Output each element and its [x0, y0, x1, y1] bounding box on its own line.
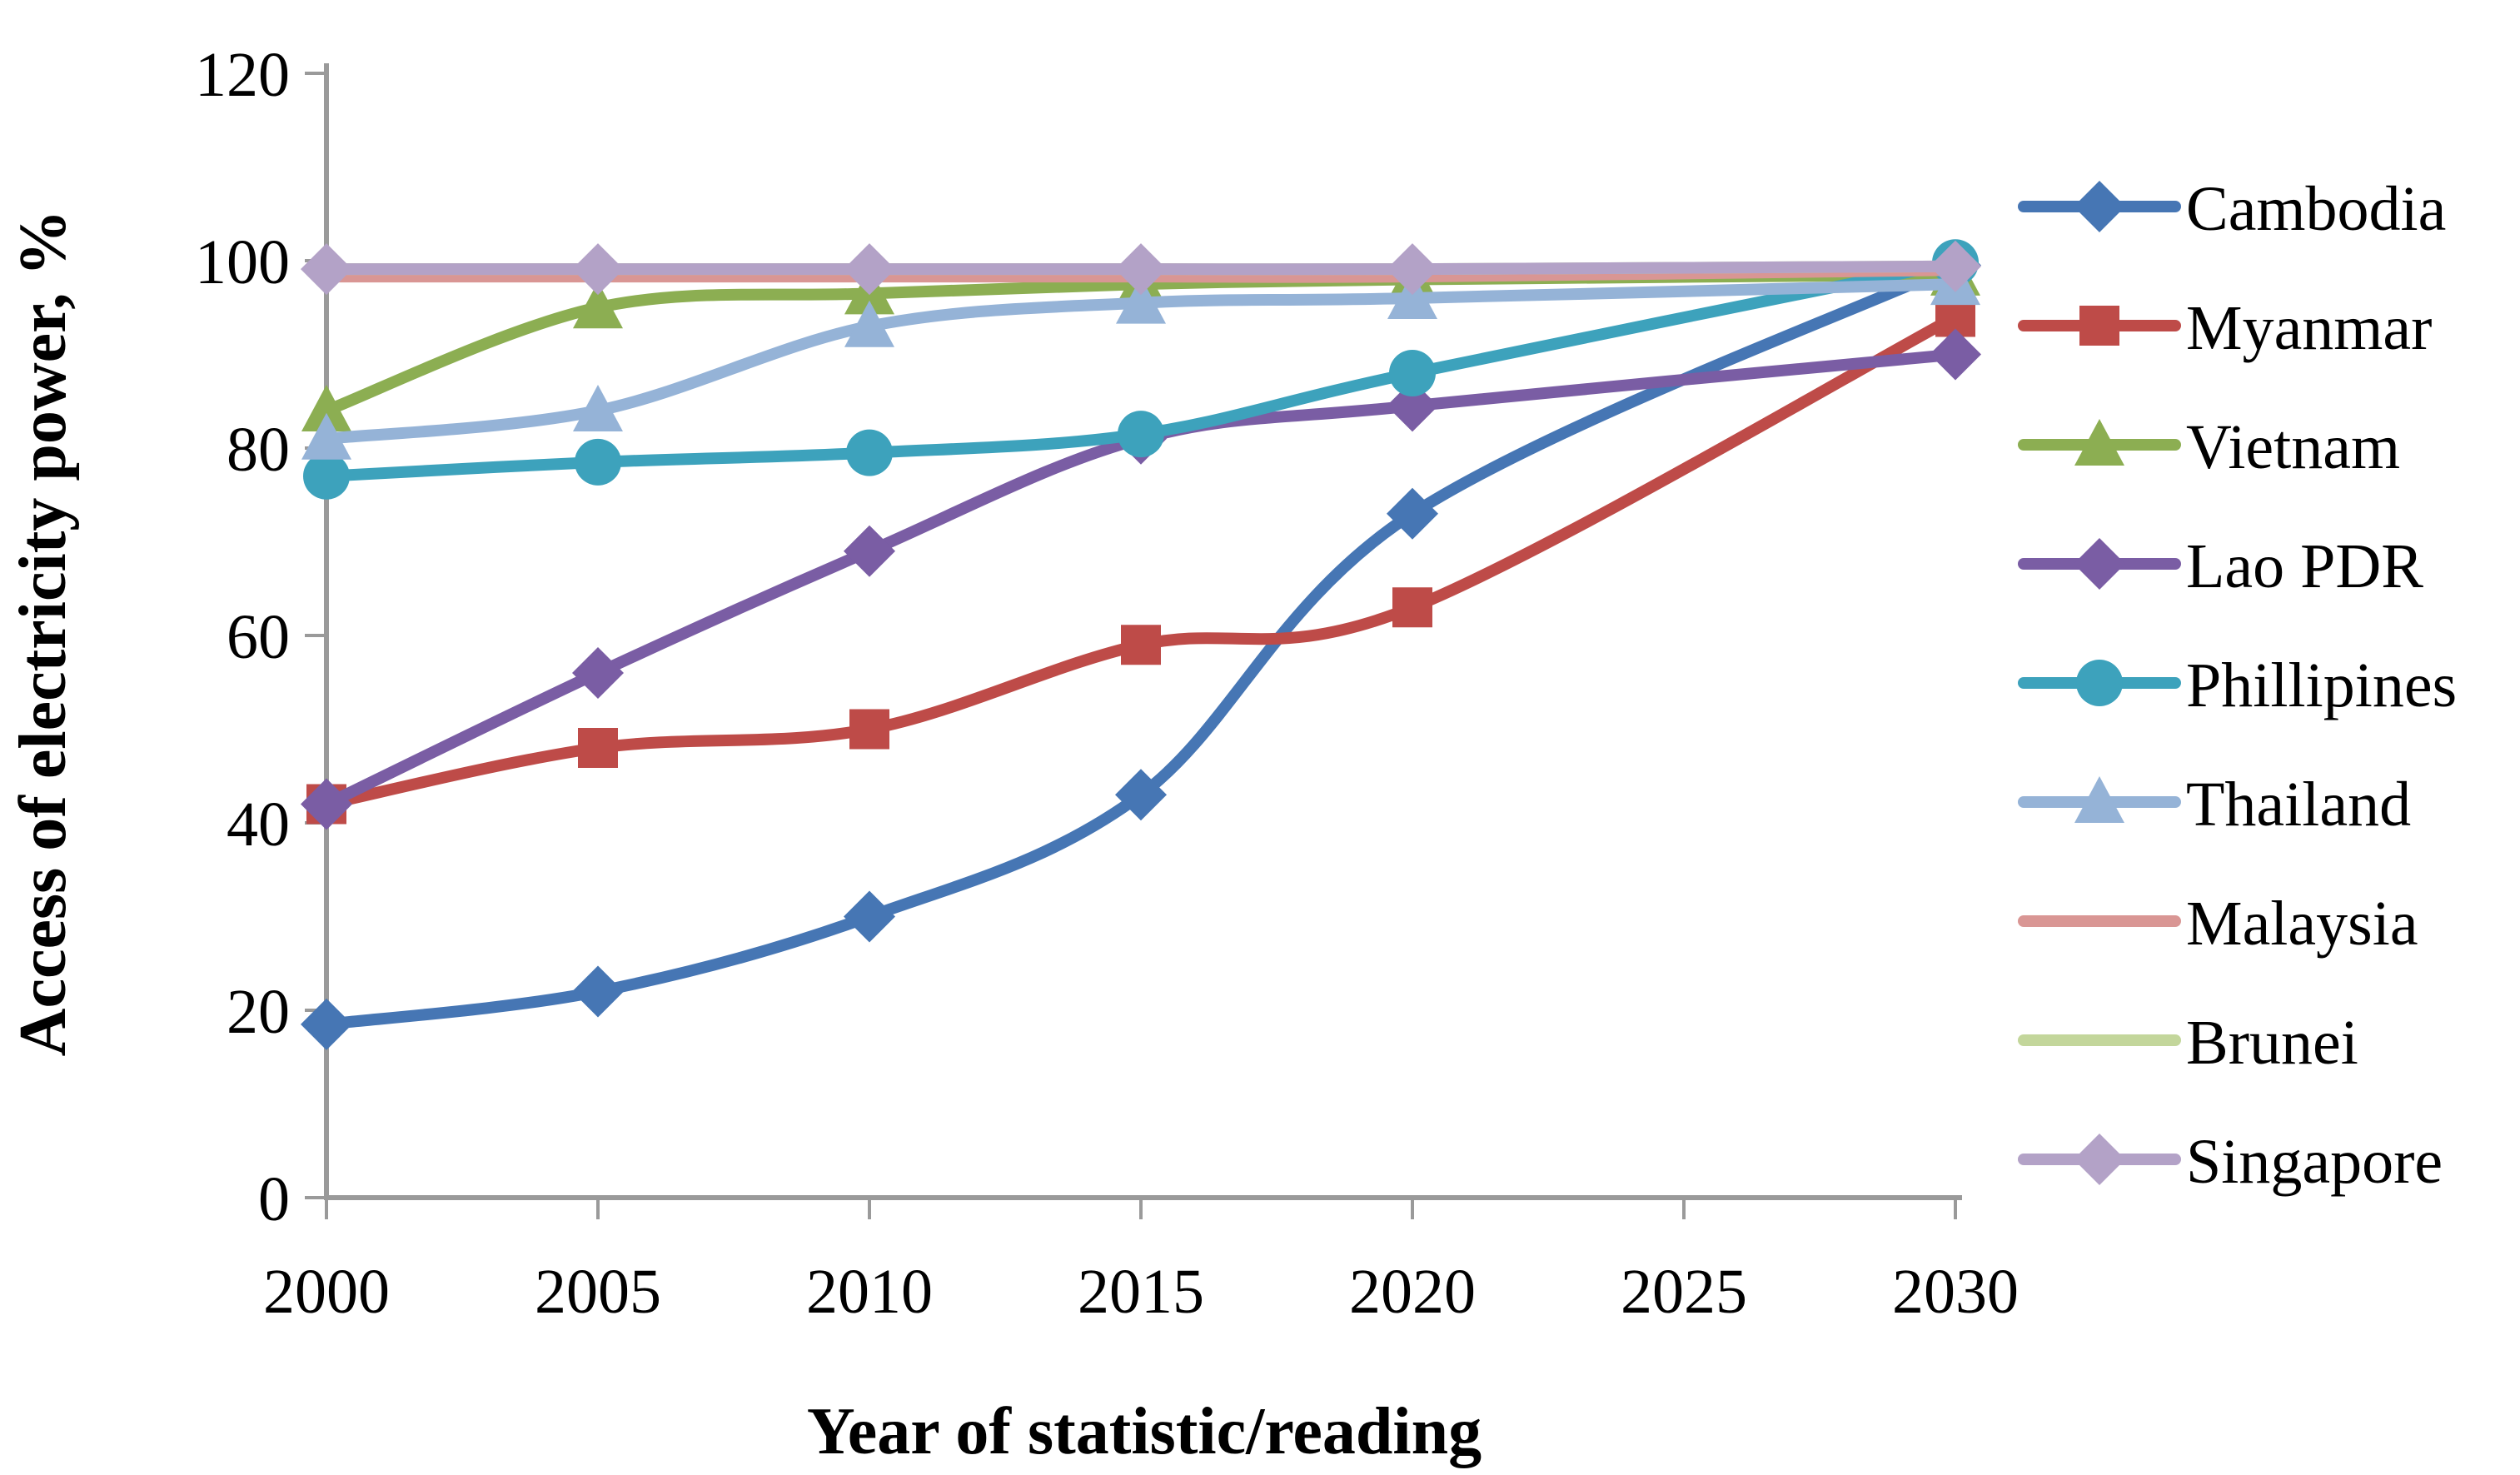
x-axis-tick-label: 2000 [263, 1257, 390, 1327]
series-marker-vietnam [573, 282, 623, 329]
legend-marker-icon [2074, 538, 2125, 590]
legend-marker-icon [2074, 1134, 2125, 1185]
x-axis-tick-label: 2010 [806, 1257, 933, 1327]
legend-item-malaysia: Malaysia [2018, 889, 2418, 959]
y-axis-tick-label: 80 [227, 415, 290, 485]
legend-label: Brunei [2186, 1008, 2358, 1078]
series-marker-cambodia [1115, 769, 1167, 821]
legend-item-cambodia: Cambodia [2018, 174, 2446, 244]
series-marker-lao-pdr [1387, 380, 1438, 432]
legend: Cambodia Myanmar Vietnam Lao PDR Phillipines… [2018, 174, 2457, 1197]
legend-marker-icon [2074, 419, 2124, 466]
legend-item-lao-pdr: Lao PDR [2018, 531, 2423, 601]
legend-marker-icon [2074, 776, 2124, 823]
series-marker-singapore [1115, 243, 1167, 296]
x-axis-tick-label: 2030 [1892, 1257, 2019, 1327]
series-marker-singapore [1930, 240, 1981, 292]
series-marker-singapore [844, 243, 895, 296]
legend-item-thailand: Thailand [2018, 770, 2411, 840]
series-marker-phillipines [1389, 350, 1436, 396]
y-axis-tick-label: 20 [227, 977, 290, 1047]
legend-label: Lao PDR [2186, 531, 2423, 601]
y-axis-tick-label: 40 [227, 790, 290, 860]
y-axis-title: Access of electricity power, % [7, 210, 80, 1057]
series-marker-myanmar [1121, 625, 1161, 665]
series-marker-thailand [1387, 272, 1437, 319]
series-marker-lao-pdr [844, 525, 895, 577]
series-marker-thailand [844, 300, 894, 347]
series-malaysia [321, 264, 1961, 283]
legend-label: Vietnam [2186, 412, 2400, 482]
series-marker-myanmar [578, 728, 618, 768]
legend-item-vietnam: Vietnam [2018, 412, 2400, 482]
series-marker-myanmar [1392, 587, 1432, 628]
y-axis-tick-label: 60 [227, 602, 290, 672]
series-line-thailand [321, 278, 1961, 445]
series-marker-phillipines [575, 438, 621, 486]
series-singapore [301, 240, 1981, 296]
series-marker-singapore [301, 243, 352, 296]
series-marker-cambodia [844, 890, 895, 943]
legend-label: Myanmar [2186, 293, 2432, 363]
x-axis-tick-label: 2015 [1078, 1257, 1204, 1327]
y-axis-tick-label: 0 [258, 1164, 290, 1234]
legend-label: Thailand [2186, 770, 2411, 840]
legend-marker-icon [2079, 306, 2119, 346]
series-marker-lao-pdr [572, 647, 624, 699]
legend-item-singapore: Singapore [2018, 1127, 2443, 1197]
x-axis-tick-label: 2005 [535, 1257, 661, 1327]
series-marker-vietnam [301, 385, 351, 431]
x-axis-tick-label: 2025 [1621, 1257, 1747, 1327]
series-marker-thailand [573, 385, 623, 431]
y-axis-tick-label: 120 [195, 40, 290, 110]
legend-marker-icon [2074, 181, 2125, 232]
series-marker-cambodia [572, 965, 624, 1018]
legend-label: Malaysia [2186, 889, 2418, 959]
legend-item-myanmar: Myanmar [2018, 293, 2432, 363]
x-axis-title: Year of statistic/reading [807, 1395, 1482, 1468]
series-line-lao-pdr [321, 348, 1961, 810]
series-lao-pdr [301, 328, 1981, 830]
legend-item-brunei: Brunei [2018, 1008, 2358, 1078]
y-axis-tick-label: 100 [195, 227, 290, 297]
series-phillipines [303, 239, 1979, 500]
series-line-malaysia [321, 264, 1961, 283]
legend-item-phillipines: Phillipines [2018, 650, 2457, 720]
series-marker-lao-pdr [301, 778, 352, 830]
series-myanmar [306, 296, 1975, 825]
legend-label: Phillipines [2186, 650, 2457, 720]
series-marker-singapore [1387, 243, 1438, 296]
legend-label: Singapore [2186, 1127, 2443, 1197]
x-axis-tick-label: 2020 [1349, 1257, 1476, 1327]
series-marker-lao-pdr [1930, 328, 1981, 381]
axes: 0 20 40 60 80 100 120 2000 2005 2010 2015 2020 2025 2… [195, 40, 2019, 1327]
series-marker-thailand [1116, 277, 1166, 324]
series-marker-cambodia [1387, 487, 1438, 540]
series-marker-phillipines [846, 429, 893, 476]
series-marker-cambodia [301, 998, 352, 1050]
legend-label: Cambodia [2186, 174, 2446, 244]
legend-marker-icon [2076, 660, 2123, 706]
series-marker-thailand [301, 412, 351, 460]
series-marker-myanmar [849, 709, 889, 750]
series-marker-phillipines [1118, 411, 1164, 458]
series-marker-phillipines [303, 452, 350, 500]
series-marker-singapore [572, 243, 624, 296]
